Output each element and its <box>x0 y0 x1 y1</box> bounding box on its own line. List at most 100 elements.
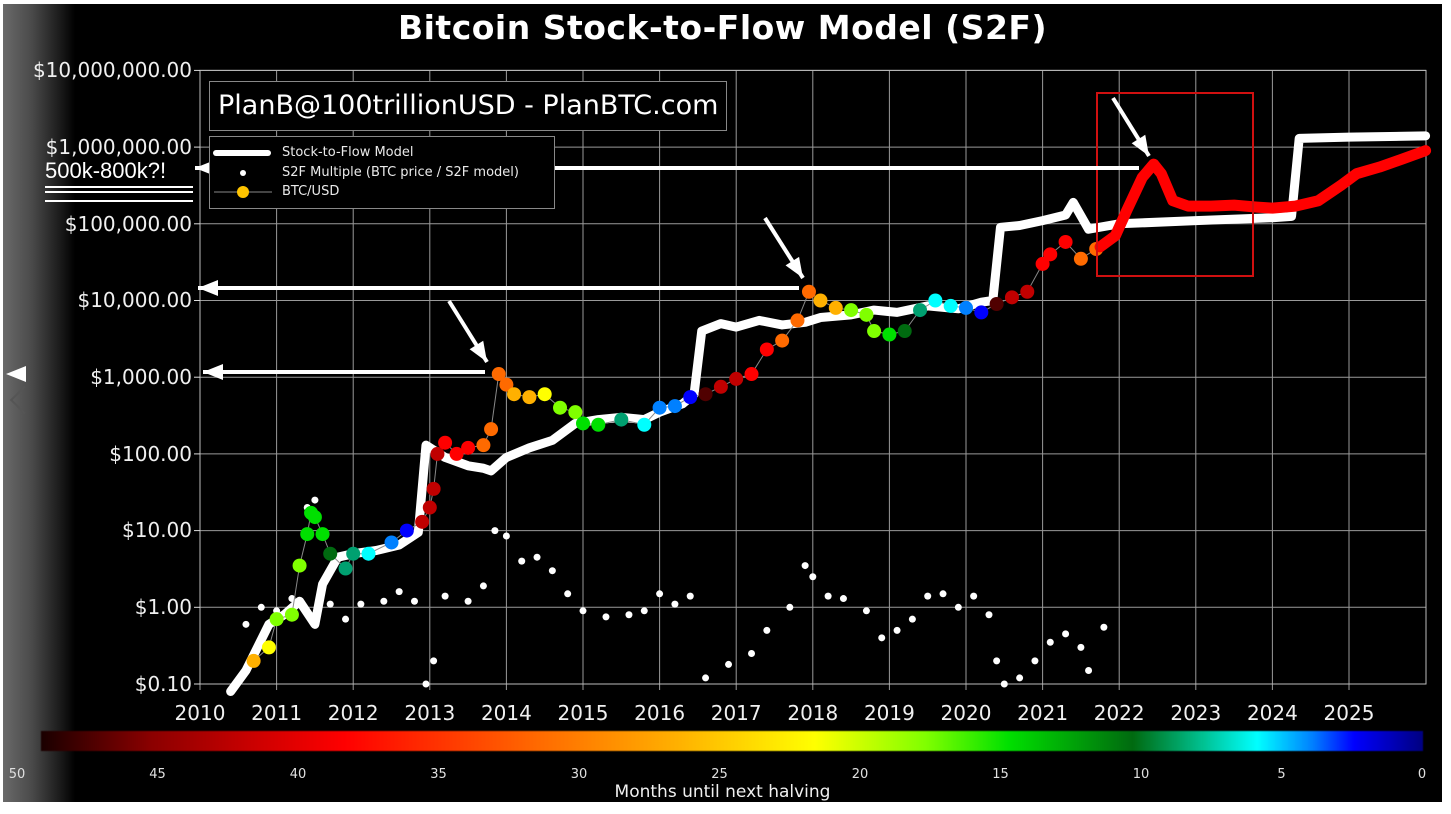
arrow-2013-peak-head <box>469 340 487 362</box>
s2f-multiple-dot <box>422 680 430 688</box>
btc-price-dot <box>683 390 698 405</box>
btc-price-dot <box>867 324 882 339</box>
s2f-multiple-dot <box>533 553 541 561</box>
y-tick-label: $0.10 <box>134 672 192 696</box>
colorbar-tick-label: 20 <box>851 767 869 782</box>
s2f-multiple-dot <box>763 626 771 634</box>
btc-price-dot <box>959 300 973 315</box>
x-tick-label: 2023 <box>1170 701 1222 725</box>
colorbar <box>41 731 1423 751</box>
x-tick-label: 2021 <box>1017 701 1069 725</box>
s2f-multiple-dot <box>602 613 610 621</box>
annotation-500k-800k: 500k-800k?! <box>45 158 167 183</box>
s2f-multiple-dot <box>579 607 587 615</box>
btc-price-dot <box>315 527 330 542</box>
highlight-box <box>1096 92 1254 277</box>
s2f-multiple-dot <box>430 657 438 665</box>
btc-price-dot <box>449 446 464 461</box>
s2f-multiple-dot <box>464 597 472 605</box>
s2f-multiple-dot <box>1000 680 1008 688</box>
small-dot-swatch-icon <box>240 170 246 176</box>
btc-price-dot <box>246 653 261 668</box>
btc-price-dot <box>614 412 629 427</box>
btc-price-dot <box>338 561 353 576</box>
s2f-multiple-dot <box>824 592 832 600</box>
s2f-multiple-dot <box>939 590 947 598</box>
btc-price-dot <box>384 535 399 550</box>
s2f-multiple-dot <box>748 649 756 657</box>
s2f-multiple-dot <box>311 496 319 504</box>
y-tick-label: $10.00 <box>122 518 192 542</box>
projection-line <box>1094 145 1432 253</box>
btc-price-dot <box>491 367 506 382</box>
btc-price-dot <box>426 481 441 496</box>
s2f-multiple-dot <box>924 592 932 600</box>
btc-price-dot <box>507 387 522 402</box>
x-tick-label: 2022 <box>1093 701 1145 725</box>
colorbar-tick-label: 5 <box>1277 767 1286 782</box>
btc-price-dot <box>828 300 843 315</box>
btc-price-dot <box>790 313 805 328</box>
s2f-multiple-dot <box>1062 630 1070 638</box>
btc-price-dot <box>897 324 912 339</box>
btc-price-dot <box>591 417 606 432</box>
y-tick-label: $1.00 <box>134 595 192 619</box>
prev-arrow-icon[interactable] <box>6 366 26 382</box>
btc-price-dot <box>1004 290 1019 305</box>
btc-price-dot <box>637 417 652 432</box>
legend-item-btcusd: BTC/USD <box>210 183 550 201</box>
s2f-multiple-dot <box>410 597 418 605</box>
x-tick-label: 2025 <box>1323 701 1375 725</box>
btc-price-dot <box>859 307 874 322</box>
btc-price-dot <box>568 405 583 420</box>
s2f-multiple-dot <box>326 600 334 608</box>
s2f-multiple-dot <box>441 592 449 600</box>
x-tick-label: 2013 <box>404 701 456 725</box>
btc-price-dot <box>1020 284 1035 299</box>
x-tick-label: 2017 <box>710 701 762 725</box>
x-tick-label: 2014 <box>480 701 532 725</box>
s2f-multiple-dot <box>1085 666 1093 674</box>
btc-price-dot <box>430 446 445 461</box>
x-tick-label: 2019 <box>863 701 915 725</box>
btc-price-dot <box>461 440 476 455</box>
s2f-multiple-dot <box>502 532 510 540</box>
x-tick-label: 2016 <box>634 701 686 725</box>
colorbar-label: Months until next halving <box>614 782 831 802</box>
btc-price-dot <box>576 416 590 431</box>
btc-price-dot <box>522 390 537 405</box>
arrow-2013-peak-to-axis-head <box>203 364 223 380</box>
s2f-multiple-dot <box>1031 657 1039 665</box>
s2f-multiple-dot <box>479 582 487 590</box>
colorbar-tick-label: 10 <box>1132 767 1150 782</box>
s2f-multiple-dot <box>548 567 556 575</box>
btc-price-dot <box>775 333 790 348</box>
s2f-multiple-dot <box>342 615 350 623</box>
btc-price-dot <box>537 387 552 402</box>
btc-price-dot <box>438 435 453 450</box>
s2f-multiple-dot <box>1016 674 1024 682</box>
btc-price-dot <box>989 297 1004 312</box>
btc-price-dot <box>844 303 859 318</box>
yellow-dot-swatch-icon <box>214 186 272 198</box>
y-tick-label: $1,000.00 <box>90 365 192 389</box>
x-tick-label: 2011 <box>251 701 303 725</box>
s2f-multiple-dot <box>671 600 679 608</box>
legend-label: Stock-to-Flow Model <box>282 145 414 160</box>
y-tick-label: $100,000.00 <box>64 212 192 236</box>
btc-price-dot <box>974 305 989 320</box>
legend-item-s2f-multiple: S2F Multiple (BTC price / S2F model) <box>210 164 550 182</box>
s2f-multiple-dot <box>801 562 809 570</box>
s2f-multiple-dot <box>656 590 664 598</box>
x-tick-label: 2018 <box>787 701 839 725</box>
s2f-multiple-dot <box>1077 643 1085 651</box>
s2f-multiple-dot <box>970 592 978 600</box>
btc-price-dot <box>415 514 430 529</box>
s2f-multiple-dot <box>985 611 993 619</box>
arrow-2017-peak-head <box>785 256 803 278</box>
btc-price-dot <box>361 546 376 561</box>
btc-price-dot <box>943 298 958 313</box>
s2f-multiple-dot <box>862 607 870 615</box>
legend-label: S2F Multiple (BTC price / S2F model) <box>282 165 519 180</box>
s2f-multiple-dot <box>786 603 794 611</box>
